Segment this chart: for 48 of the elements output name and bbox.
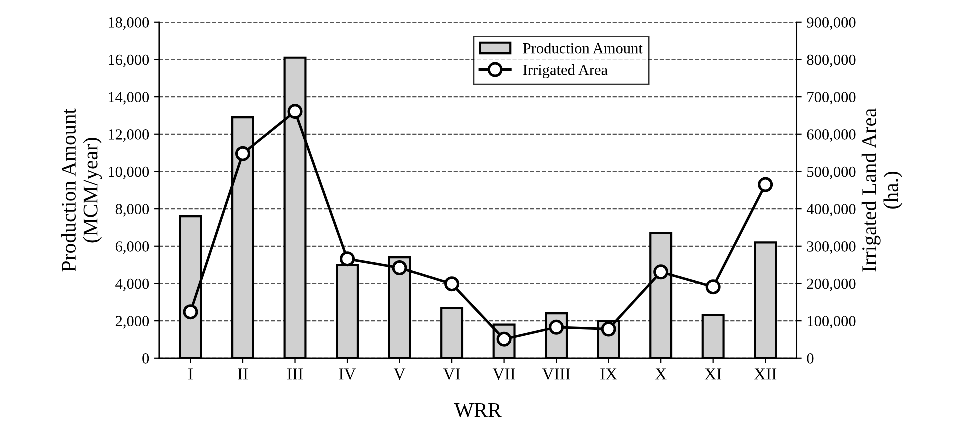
x-tick-label: II <box>238 368 248 380</box>
y2-tick-label: 500,000 <box>808 166 856 180</box>
y2-axis-title: Irrigated Land Area (ha.) <box>862 108 903 272</box>
y2-tick-label: 700,000 <box>808 92 856 105</box>
y-tick-label: 2,000 <box>116 316 150 329</box>
y-tick-label: 14,000 <box>109 92 150 105</box>
y-tick-label: 6,000 <box>116 242 150 254</box>
point <box>444 276 460 292</box>
legend-label: Irrigated Area <box>523 64 608 78</box>
x-tick-label: IV <box>339 368 356 380</box>
y2-tick-label: 900,000 <box>807 18 856 30</box>
point <box>601 322 616 337</box>
y2-tick-label: 300,000 <box>807 242 856 254</box>
y2-tick-label: 200,000 <box>807 278 856 292</box>
point <box>288 104 303 120</box>
y-tick-label: 18,000 <box>109 18 150 30</box>
y-tick-label: 8,000 <box>116 204 150 217</box>
y2-tick-label: 800,000 <box>807 54 856 68</box>
y2-tick-label: 0 <box>807 354 814 364</box>
x-tick-label: VI <box>443 368 460 380</box>
point <box>183 304 198 320</box>
x-tick-label: VIII <box>542 368 570 380</box>
point <box>340 252 356 267</box>
y2-tick-label: 600,000 <box>807 130 856 142</box>
y-tick-label: 16,000 <box>109 54 150 68</box>
y-tick-label: 12,000 <box>109 130 150 142</box>
point <box>392 260 408 276</box>
x-tick-label: XI <box>704 368 722 380</box>
legend-label: Production Amount <box>523 42 643 54</box>
x-tick-label: V <box>394 368 406 380</box>
y2-tick-label: 400,000 <box>806 204 856 217</box>
x-tick-label: XII <box>754 368 777 380</box>
y-axis-title: Production Amount (MCM/year) <box>61 108 102 272</box>
y-tick-label: 0 <box>142 354 150 364</box>
x-tick-label: III <box>288 368 304 380</box>
x-tick-label: IX <box>600 368 618 380</box>
point <box>654 264 669 280</box>
x-tick-label: I <box>188 368 193 380</box>
y-tick-label: 4,000 <box>116 278 150 292</box>
x-tick-label: X <box>655 368 667 380</box>
y2-tick-label: 100,000 <box>808 316 856 329</box>
x-axis-title: WRR <box>454 403 502 418</box>
y-tick-label: 10,000 <box>109 166 150 180</box>
point <box>549 320 564 335</box>
point <box>706 280 721 295</box>
point <box>758 177 774 192</box>
point <box>236 146 251 162</box>
x-tick-label: VII <box>492 368 516 380</box>
